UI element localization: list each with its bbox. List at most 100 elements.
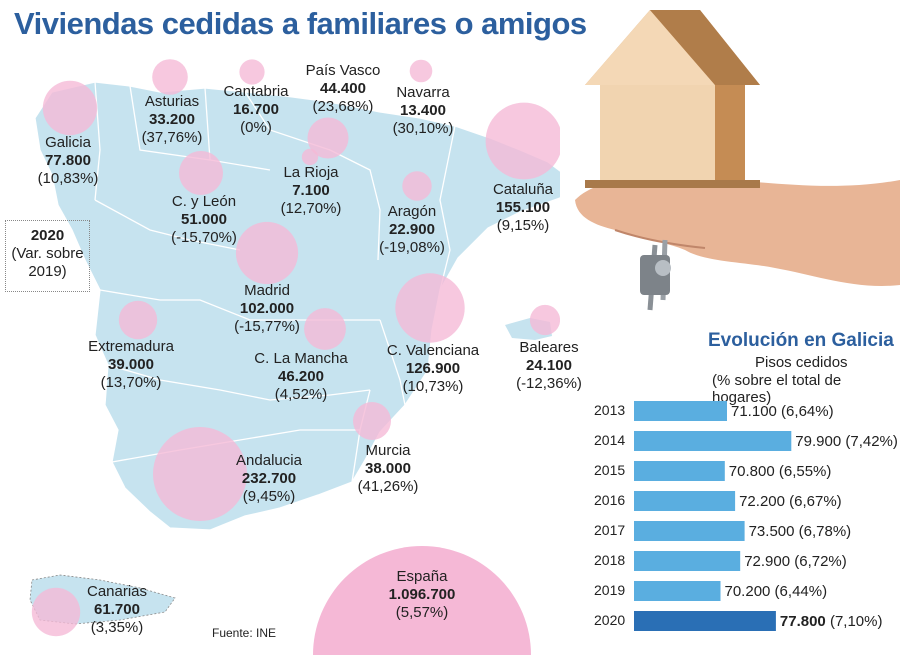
region-value: 46.200 (278, 368, 324, 385)
bubble-galicia (42, 80, 98, 136)
bar-value-label: 77.800 (7,10%) (780, 613, 883, 630)
bar-year-label: 2016 (594, 492, 625, 508)
bar-2016 (634, 491, 736, 511)
region-name: España (396, 568, 448, 585)
bar-2014 (634, 431, 792, 451)
region-pct: (3,35%) (90, 619, 144, 636)
page-title: Viviendas cedidas a familiares o amigos (14, 6, 587, 41)
region-label-murcia: Murcia 38.000 (41,26%) (358, 442, 419, 496)
region-pct: (13,70%) (100, 374, 162, 391)
legend-line3: 2019) (28, 263, 67, 280)
region-pct: (10,83%) (37, 170, 99, 187)
region-name: C. Valenciana (386, 342, 480, 359)
region-label-espana: España 1.096.700 (5,57%) (389, 568, 456, 622)
bubble-murcia (353, 402, 391, 440)
bubble-cvalenciana (395, 273, 465, 343)
bubble-andalucia (153, 427, 247, 521)
region-pct: (9,45%) (242, 488, 296, 505)
bubble-baleares (529, 304, 560, 336)
bar-year-label: 2019 (594, 582, 625, 598)
region-label-galicia: Galicia 77.800 (10,83%) (38, 134, 99, 188)
evolution-subtitle: Pisos cedidos (755, 354, 848, 371)
region-label-canarias: Canarias 61.700 (3,35%) (87, 583, 147, 637)
source-note: Fuente: INE (212, 626, 277, 640)
region-value: 1.096.700 (388, 586, 456, 603)
region-name: País Vasco (305, 62, 381, 79)
region-label-cataluna: Cataluña 155.100 (9,15%) (493, 181, 553, 235)
region-label-pais-vasco: País Vasco 44.400 (23,68%) (306, 62, 381, 116)
region-value: 24.100 (526, 357, 572, 374)
region-name: C. La Mancha (254, 350, 348, 367)
legend-year: 2020 (30, 227, 65, 244)
region-value: 232.700 (241, 470, 297, 487)
bubble-cantabria (239, 59, 265, 85)
region-name: Asturias (144, 93, 200, 110)
region-value: 39.000 (108, 356, 154, 373)
bar-value-label: 72.200 (6,67%) (739, 493, 842, 510)
region-label-clamancha: C. La Mancha 46.200 (4,52%) (254, 350, 347, 404)
region-pct: (30,10%) (392, 120, 454, 137)
bar-year-label: 2015 (594, 462, 625, 478)
galicia-evolution-chart: 2013 71.100 (6,64%) 2014 79.900 (7,42%) 2015… (594, 401, 898, 631)
bar-value-label: 70.200 (6,44%) (725, 583, 828, 600)
bar-year-label: 2013 (594, 402, 625, 418)
bubble-la-rioja (301, 148, 319, 166)
region-label-la-rioja: La Rioja 7.100 (12,70%) (281, 164, 342, 218)
hand-icon (575, 178, 900, 287)
espana-bubble (313, 546, 531, 655)
bar-year-label: 2017 (594, 522, 625, 538)
region-value: 16.700 (233, 101, 279, 118)
bar-2019 (634, 581, 721, 601)
bubble-canarias (31, 587, 81, 637)
region-label-andalucia: Andalucia 232.700 (9,45%) (236, 452, 302, 506)
region-value: 126.900 (405, 360, 461, 377)
region-name: Aragón (387, 203, 437, 220)
region-value: 44.400 (320, 80, 366, 97)
bubble-madrid (235, 221, 299, 285)
region-name: Baleares (519, 339, 579, 356)
region-name: Andalucia (236, 452, 302, 469)
bar-value-label: 70.800 (6,55%) (729, 463, 832, 480)
bubble-clamancha (304, 308, 346, 350)
region-pct: (41,26%) (357, 478, 419, 495)
region-name: Galicia (45, 134, 91, 151)
bar-2017 (634, 521, 745, 541)
bar-year-label: 2018 (594, 552, 625, 568)
bar-2013 (634, 401, 727, 421)
region-pct: (0%) (240, 119, 272, 136)
bar-value-label: 73.500 (6,78%) (749, 523, 852, 540)
region-pct: (23,68%) (312, 98, 374, 115)
bar-2018 (634, 551, 741, 571)
keys-icon (640, 239, 671, 311)
legend-box: 2020 (Var. sobre 2019) (5, 220, 90, 292)
region-pct: (12,70%) (280, 200, 342, 217)
region-value: 13.400 (400, 102, 446, 119)
region-pct: (10,73%) (402, 378, 464, 395)
bar-value-label: 79.900 (7,42%) (795, 433, 898, 450)
bar-value-label: 71.100 (6,64%) (731, 403, 834, 420)
region-name: Murcia (365, 442, 411, 459)
region-name: Canarias (86, 583, 148, 600)
region-label-baleares: Baleares 24.100 (-12,36%) (516, 339, 582, 393)
region-name: Cataluña (492, 181, 554, 198)
house-icon (585, 10, 760, 188)
bar-year-label: 2014 (594, 432, 625, 448)
bubble-aragon (402, 171, 432, 201)
region-pct: (5,57%) (395, 604, 449, 621)
region-name: Extremadura (88, 338, 174, 355)
region-value: 102.000 (239, 300, 295, 317)
bar-year-label: 2020 (594, 612, 625, 628)
region-label-madrid: Madrid 102.000 (-15,77%) (234, 282, 300, 336)
bar-2015 (634, 461, 725, 481)
region-value: 155.100 (495, 199, 551, 216)
region-pct: (37,76%) (141, 129, 203, 146)
bubble-pais-vasco (307, 117, 349, 159)
bubble-cataluna (485, 102, 560, 180)
bar-value-label: 72.900 (6,72%) (744, 553, 847, 570)
region-pct: (-15,70%) (171, 229, 237, 246)
region-pct: (-15,77%) (234, 318, 300, 335)
region-name: Madrid (244, 282, 290, 299)
bubble-cyleon (179, 151, 223, 195)
region-value: 7.100 (292, 182, 330, 199)
region-value: 61.700 (94, 601, 140, 618)
